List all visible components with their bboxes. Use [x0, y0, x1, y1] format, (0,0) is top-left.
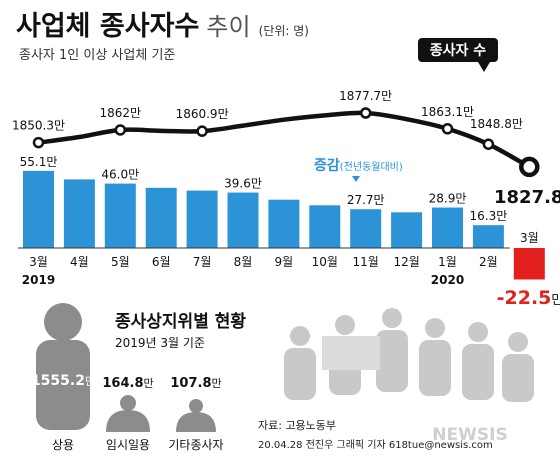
x-tick-label: 2월 — [479, 255, 498, 269]
blueprint-sheet — [322, 336, 380, 370]
x-tick-label: 7월 — [193, 255, 212, 269]
bar-6월 — [145, 187, 177, 248]
status-title: 종사상지위별 현황 — [115, 312, 246, 332]
worker-figure — [284, 326, 316, 400]
line-series-pointer — [478, 62, 490, 72]
figure-body-temporary — [106, 410, 150, 432]
year-label-2019: 2019 — [22, 273, 55, 287]
bar-9월 — [268, 199, 300, 248]
line-series-badge — [418, 38, 498, 62]
line-point — [196, 125, 208, 137]
x-tick-label: 12월 — [393, 255, 419, 269]
figure-body-others — [176, 412, 216, 432]
line-value-label: 1877.7만 — [339, 89, 392, 103]
status-category-label: 상용 — [52, 438, 74, 452]
x-tick-label: 6월 — [152, 255, 171, 269]
line-value-label: 1863.1만 — [421, 105, 474, 119]
x-tick-label: 5월 — [111, 255, 130, 269]
watermark: NEWSIS — [432, 425, 507, 445]
chart-labels: 3월 4월 5월 6월 7월 8월 9월 10월 11월 12월 1월 2월 3월 2019 2020 55.… — [12, 38, 560, 452]
employee-line — [32, 107, 540, 178]
bar-value-label: 55.1만 — [20, 155, 58, 169]
line-value-label: 1850.3만 — [12, 119, 65, 133]
line-point-last — [519, 156, 540, 178]
line-series-label: 종사자 수 — [430, 43, 487, 59]
line-value-label: 1862만 — [100, 106, 142, 120]
x-tick-label: 1월 — [438, 255, 457, 269]
figure-head-regular — [44, 303, 82, 341]
bar-5월 — [104, 183, 136, 248]
line-value-label: 1848.8만 — [470, 117, 523, 131]
bar-3월 — [513, 248, 545, 280]
bar-value-label: 28.9만 — [429, 192, 467, 206]
bar-value-label-negative: -22.5만 — [497, 287, 560, 309]
status-subtitle: 2019년 3월 기준 — [115, 336, 205, 350]
status-category-label: 임시일용 — [106, 438, 150, 452]
page-subtitle: 종사자 1인 이상 사업체 기준 — [19, 48, 176, 63]
x-tick-label: 11월 — [353, 255, 379, 269]
x-tick-label: 3월 — [520, 231, 539, 245]
bar-value-label: 16.3만 — [470, 209, 508, 223]
status-category-label: 기타종사자 — [168, 438, 223, 452]
line-value-label: 1827.8만 — [494, 187, 560, 208]
employee-line-path — [36, 110, 532, 170]
bar-value-label: 27.7만 — [347, 193, 385, 207]
bar-12월 — [391, 212, 423, 248]
worker-figure — [376, 308, 408, 392]
figure-head-others — [189, 399, 203, 413]
bar-value-label: 39.6만 — [224, 177, 262, 191]
line-point — [441, 123, 454, 135]
bar-series-label: 증감(전년동월대비) — [314, 157, 403, 174]
figure-head-temporary — [120, 395, 136, 411]
credit-note: 20.04.28 전진우 그래픽 기자 618tue@newsis.com — [258, 440, 493, 451]
line-point — [359, 107, 372, 119]
unit-note: (단위: 명) — [258, 24, 309, 38]
worker-figure — [462, 322, 494, 400]
bar-3월 — [23, 170, 54, 248]
status-value-label: 1555.2만 — [31, 373, 95, 389]
worker-figure — [419, 318, 451, 396]
x-tick-label: 8월 — [234, 255, 253, 269]
worker-figure — [502, 332, 534, 402]
change-bars — [18, 170, 545, 280]
bar-11월 — [350, 209, 382, 248]
x-tick-label: 10월 — [312, 255, 338, 269]
bar-2월 — [472, 225, 504, 248]
page-title: 사업체 종사자수 추이 (단위: 명) — [16, 4, 309, 43]
bar-value-label: 46.0만 — [101, 168, 139, 182]
line-value-label: 1860.9만 — [176, 107, 229, 121]
bar-7월 — [186, 190, 218, 248]
x-tick-label: 4월 — [70, 255, 89, 269]
line-point — [482, 138, 495, 150]
status-value-label: 164.8만 — [102, 376, 153, 391]
bar-8월 — [227, 192, 259, 248]
status-value-label: 107.8만 — [170, 376, 221, 391]
bar-10월 — [309, 205, 341, 248]
bar-4월 — [63, 179, 95, 248]
bar-series-pointer — [352, 176, 360, 182]
title-sub: 추이 — [206, 13, 251, 41]
line-point — [114, 124, 127, 136]
x-tick-label: 9월 — [275, 255, 294, 269]
workers-illustration — [284, 308, 534, 402]
figure-body-regular — [36, 340, 90, 430]
line-point — [32, 136, 45, 149]
bar-1월 — [432, 207, 463, 248]
source-note: 자료: 고용노동부 — [258, 419, 337, 432]
year-label-2020: 2020 — [431, 273, 464, 287]
x-tick-label: 3월 — [29, 255, 48, 269]
title-main: 사업체 종사자수 — [16, 11, 200, 42]
status-figures — [36, 303, 216, 432]
